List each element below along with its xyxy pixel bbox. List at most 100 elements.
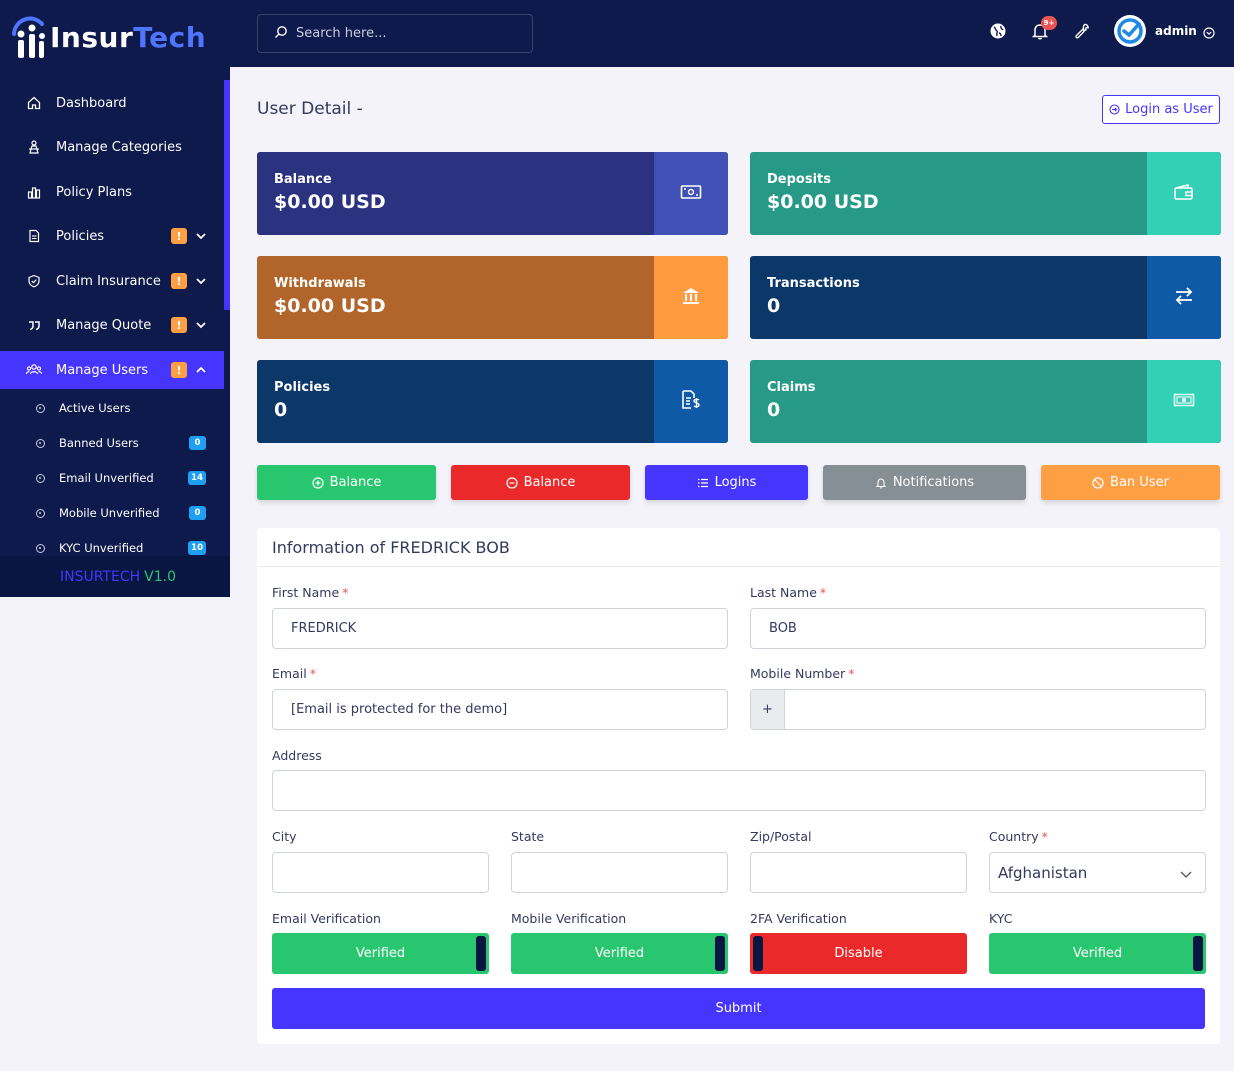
admin-username[interactable]: admin xyxy=(1155,24,1197,38)
city-label: City xyxy=(272,829,297,844)
search-input[interactable]: Search here... xyxy=(257,14,533,53)
widget-balance[interactable]: Balance $0.00 USD xyxy=(257,152,728,235)
sidebar-item-dashboard[interactable]: Dashboard xyxy=(0,84,224,122)
action-label: Balance xyxy=(523,475,576,490)
mobile-label: Mobile Number * xyxy=(750,666,855,681)
chevron-down-circle-icon[interactable] xyxy=(1203,24,1215,39)
widget-label: Transactions xyxy=(767,276,860,291)
widget-claims[interactable]: Claims 0 xyxy=(750,360,1221,443)
wrench-icon[interactable] xyxy=(1071,20,1093,42)
action-label: Ban User xyxy=(1110,475,1169,490)
sidebar-item-claim-insurance[interactable]: Claim Insurance ! xyxy=(0,262,224,300)
logins-button[interactable]: Logins xyxy=(645,465,808,500)
chevron-up-icon xyxy=(195,363,207,377)
sidebar-item-label: Manage Quote xyxy=(56,317,152,333)
mobile-field[interactable]: + xyxy=(750,689,1206,730)
card-title: Information of FREDRICK BOB xyxy=(272,538,510,557)
sidebar-subitem-label: Mobile Unverified xyxy=(59,506,160,520)
address-field[interactable] xyxy=(272,770,1206,811)
sidebar: InsurTech Dashboard Manage Categories Po… xyxy=(0,0,230,597)
version-label: INSURTECH V1.0 xyxy=(0,556,230,597)
sidebar-item-manage-quote[interactable]: Manage Quote ! xyxy=(0,306,224,344)
sidebar-subitem-mobile-unverified[interactable]: Mobile Unverified 0 xyxy=(0,498,224,528)
sidebar-item-label: Manage Users xyxy=(56,362,149,378)
chart-icon xyxy=(26,184,42,200)
sidebar-subitem-label: KYC Unverified xyxy=(59,541,144,555)
last-name-label: Last Name * xyxy=(750,585,827,600)
sidebar-subitem-email-unverified[interactable]: Email Unverified 14 xyxy=(0,463,224,493)
country-value: Afghanistan xyxy=(998,863,1088,882)
zip-field[interactable] xyxy=(750,852,967,893)
widget-deposits[interactable]: Deposits $0.00 USD xyxy=(750,152,1221,235)
subtract-balance-button[interactable]: Balance xyxy=(451,465,630,500)
sidebar-item-label: Policy Plans xyxy=(56,184,132,200)
quote-icon xyxy=(26,317,42,333)
widget-body: Balance $0.00 USD xyxy=(257,152,654,235)
twofa-verification-label: 2FA Verification xyxy=(750,911,847,926)
zip-label: Zip/Postal xyxy=(750,829,812,844)
first-name-field[interactable]: FREDRICK xyxy=(272,608,728,649)
list-icon xyxy=(697,477,709,489)
mobile-verification-toggle[interactable]: Verified xyxy=(511,933,728,974)
submit-button[interactable]: Submit xyxy=(272,988,1205,1029)
last-name-value: BOB xyxy=(769,621,797,636)
cash-icon xyxy=(1173,392,1195,411)
action-label: Balance xyxy=(329,475,382,490)
city-field[interactable] xyxy=(272,852,489,893)
card-divider xyxy=(257,566,1220,567)
search-icon xyxy=(274,24,288,43)
country-select[interactable]: Afghanistan xyxy=(989,852,1206,893)
twofa-verification-toggle[interactable]: Disable xyxy=(750,933,967,974)
count-badge: 10 xyxy=(188,541,206,555)
widget-withdrawals[interactable]: Withdrawals $0.00 USD xyxy=(257,256,728,339)
warning-badge: ! xyxy=(171,273,187,289)
sidebar-item-policies[interactable]: Policies ! xyxy=(0,217,224,255)
sidebar-scrollbar[interactable] xyxy=(224,80,230,310)
widget-icon-box xyxy=(654,152,728,235)
login-as-user-button[interactable]: Login as User xyxy=(1102,95,1220,124)
logo[interactable]: InsurTech xyxy=(8,14,206,60)
first-name-label: First Name * xyxy=(272,585,349,600)
kyc-toggle[interactable]: Verified xyxy=(989,933,1206,974)
last-name-field[interactable]: BOB xyxy=(750,608,1206,649)
sidebar-subitem-active-users[interactable]: Active Users xyxy=(0,393,224,423)
email-field[interactable]: [Email is protected for the demo] xyxy=(272,689,728,730)
kyc-label: KYC xyxy=(989,911,1013,926)
topbar: Search here... 9+ admin xyxy=(230,0,1234,67)
widget-body: Deposits $0.00 USD xyxy=(750,152,1147,235)
widget-value: $0.00 USD xyxy=(767,191,879,213)
email-verification-toggle[interactable]: Verified xyxy=(272,933,489,974)
ban-user-button[interactable]: Ban User xyxy=(1041,465,1220,500)
state-field[interactable] xyxy=(511,852,728,893)
widget-policies[interactable]: Policies 0 xyxy=(257,360,728,443)
sidebar-subitem-banned-users[interactable]: Banned Users 0 xyxy=(0,428,224,458)
bell-icon[interactable]: 9+ xyxy=(1029,16,1057,42)
sidebar-item-manage-categories[interactable]: Manage Categories xyxy=(0,128,224,166)
sidebar-subitem-kyc-unverified[interactable]: KYC Unverified 10 xyxy=(0,533,224,563)
widget-value: 0 xyxy=(767,295,781,317)
page-title: User Detail - xyxy=(257,99,363,119)
sidebar-item-manage-users[interactable]: Manage Users ! xyxy=(0,351,224,389)
globe-icon[interactable] xyxy=(987,20,1009,42)
action-label: Notifications xyxy=(892,475,975,490)
toggle-handle xyxy=(1193,936,1203,971)
warning-badge: ! xyxy=(171,317,187,333)
widget-transactions[interactable]: Transactions 0 xyxy=(750,256,1221,339)
bank-icon xyxy=(681,286,701,310)
search-placeholder: Search here... xyxy=(296,26,387,41)
sidebar-item-label: Policies xyxy=(56,228,105,244)
sidebar-item-policy-plans[interactable]: Policy Plans xyxy=(0,173,224,211)
user-info-card: Information of FREDRICK BOB First Name * … xyxy=(257,528,1220,1044)
mobile-prefix: + xyxy=(751,690,785,729)
notification-count: 9+ xyxy=(1041,16,1057,30)
toggle-label: Verified xyxy=(355,946,406,961)
notifications-button[interactable]: Notifications xyxy=(823,465,1026,500)
plus-circle-icon xyxy=(311,476,324,489)
widget-label: Claims xyxy=(767,380,816,395)
avatar[interactable] xyxy=(1114,15,1146,47)
file-dollar-icon xyxy=(680,389,702,415)
bell-icon xyxy=(875,477,887,489)
widget-body: Withdrawals $0.00 USD xyxy=(257,256,654,339)
users-icon xyxy=(26,362,42,378)
add-balance-button[interactable]: Balance xyxy=(257,465,436,500)
